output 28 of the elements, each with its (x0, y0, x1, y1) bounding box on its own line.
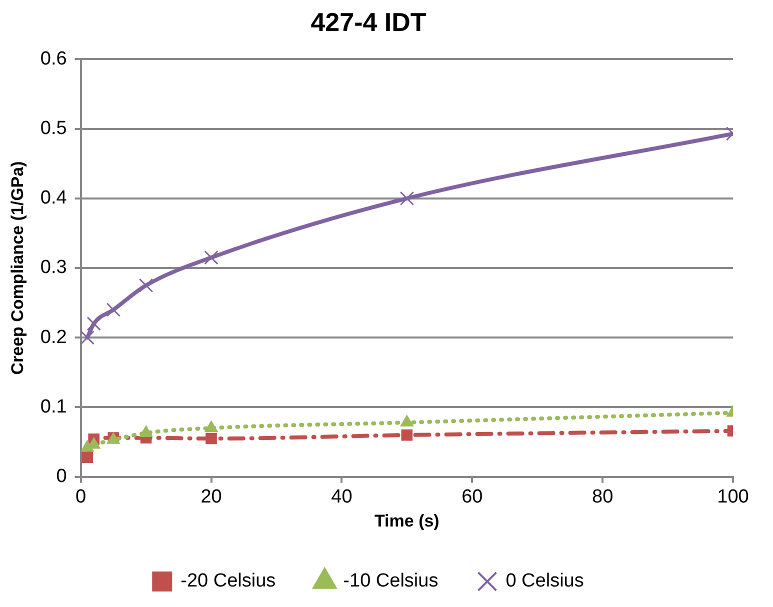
legend-label: -10 Celsius (343, 570, 438, 592)
y-tick-label: 0.5 (40, 118, 67, 140)
point (138, 278, 154, 293)
point (204, 250, 218, 265)
x-tick-label: 40 (331, 486, 352, 508)
chart-title: 427-4 IDT (310, 6, 426, 37)
y-axis-title: Creep Compliance (1/GPa) (8, 161, 27, 375)
point (401, 429, 413, 441)
x-tick-label: 0 (76, 486, 86, 508)
y-tick-label: 0 (56, 466, 67, 488)
x-tick-label: 80 (592, 486, 614, 508)
y-tick-label: 0.3 (40, 257, 67, 278)
point (86, 316, 101, 331)
y-tick-label: 0.2 (40, 326, 67, 348)
x-axis-title: Time (s) (374, 511, 440, 530)
point (82, 452, 93, 463)
legend-label: 0 Celsius (506, 570, 584, 592)
point (80, 330, 94, 345)
y-tick-label: 0.1 (40, 396, 67, 418)
y-tick-label: 0.6 (40, 48, 67, 70)
x-tick-label: 100 (717, 486, 749, 508)
point (400, 191, 414, 206)
y-tick-label: 0.4 (40, 188, 68, 209)
point (106, 302, 121, 317)
point (206, 432, 217, 444)
x-tick-label: 60 (462, 486, 483, 508)
legend-label: -20 Celsius (180, 570, 276, 592)
x-tick-label: 20 (200, 486, 222, 508)
